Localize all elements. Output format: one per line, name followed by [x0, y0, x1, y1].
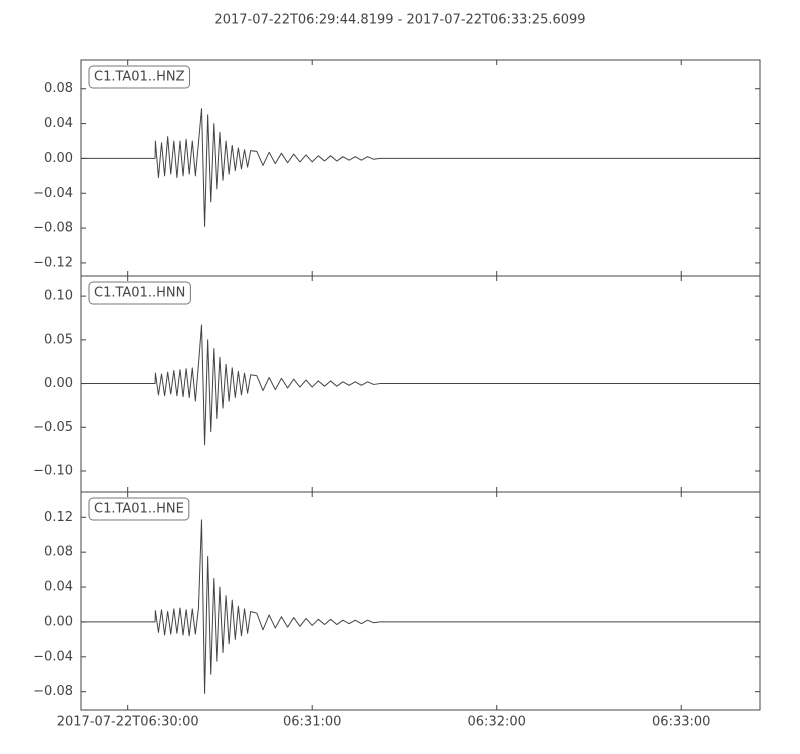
y-tick-label: 0.00 — [44, 151, 73, 166]
trace — [81, 324, 760, 446]
plot-frame — [80, 59, 761, 277]
y-tick-label: 0.00 — [44, 376, 73, 391]
x-tick-label: 2017-07-22T06:30:00 — [57, 715, 199, 730]
y-tick-label: 0.08 — [44, 545, 73, 560]
trace — [81, 519, 760, 694]
y-tick-label: 0.08 — [44, 81, 73, 96]
legend-box — [88, 497, 190, 521]
y-tick-label: 0.05 — [44, 332, 73, 347]
y-tick-label: 0.00 — [44, 614, 73, 629]
y-tick-label: 0.10 — [44, 289, 73, 304]
y-tick-label: −0.04 — [33, 186, 73, 201]
y-tick-label: 0.04 — [44, 580, 73, 595]
y-tick-label: −0.08 — [33, 684, 73, 699]
x-tick-label: 06:33:00 — [652, 715, 710, 730]
y-tick-label: −0.10 — [33, 464, 73, 479]
legend-label: C1.TA01..HNZ — [94, 70, 185, 85]
x-tick-label: 06:31:00 — [283, 715, 341, 730]
y-tick-label: −0.05 — [33, 420, 73, 435]
plot-frame — [80, 491, 761, 711]
y-tick-label: 0.04 — [44, 116, 73, 131]
y-tick-label: −0.08 — [33, 221, 73, 236]
x-tick-label: 06:32:00 — [468, 715, 526, 730]
y-tick-label: −0.12 — [33, 255, 73, 270]
y-tick-label: 0.12 — [44, 510, 73, 525]
legend-box — [88, 65, 191, 89]
legend-label: C1.TA01..HNE — [94, 502, 184, 517]
y-tick-label: −0.04 — [33, 649, 73, 664]
legend-box — [88, 281, 191, 305]
trace — [81, 108, 760, 227]
chart-title: 2017-07-22T06:29:44.8199 - 2017-07-22T06… — [214, 13, 585, 28]
legend-label: C1.TA01..HNN — [94, 286, 185, 301]
